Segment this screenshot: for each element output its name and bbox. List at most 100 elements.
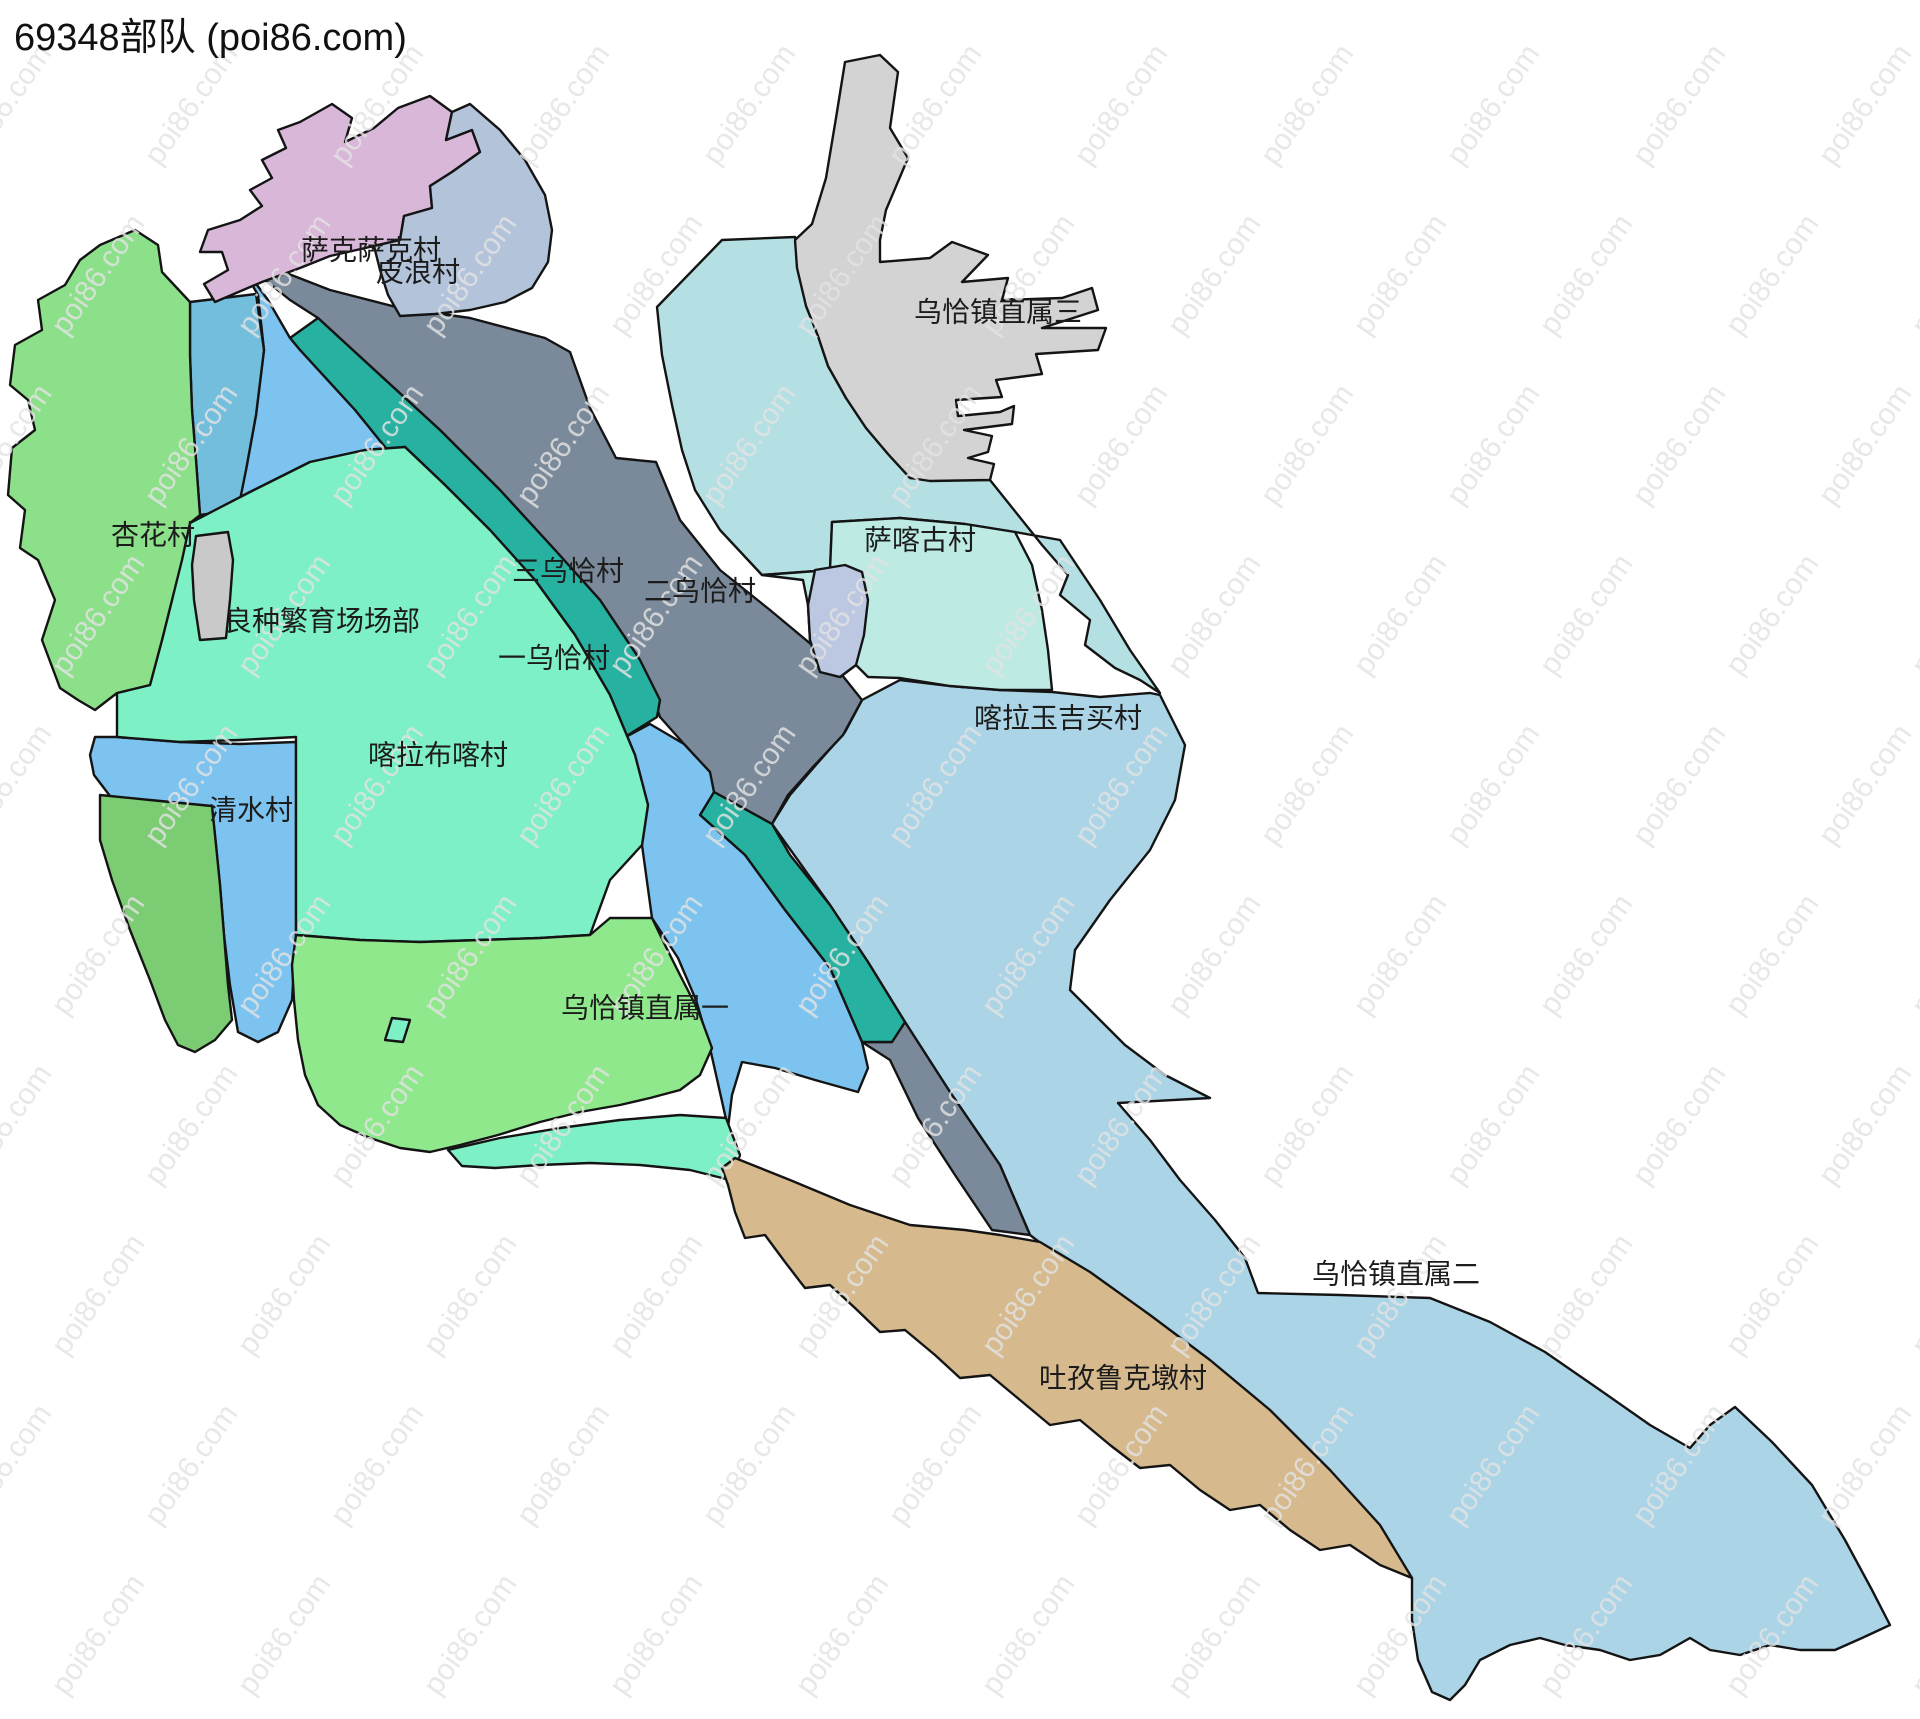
watermark-text: poi86.com bbox=[789, 1568, 895, 1700]
watermark-text: poi86.com bbox=[45, 1568, 151, 1700]
watermark-text: poi86.com bbox=[1254, 1058, 1360, 1190]
watermark-text: poi86.com bbox=[1719, 0, 1825, 1]
watermark-text: poi86.com bbox=[0, 1058, 58, 1190]
watermark-text: poi86.com bbox=[1812, 718, 1918, 850]
region-polygon-liangzhong-breeding-farm bbox=[190, 530, 235, 642]
watermark-text: poi86.com bbox=[1719, 888, 1825, 1020]
region-label-kalabuka-village: 喀拉布喀村 bbox=[368, 739, 508, 770]
watermark-text: poi86.com bbox=[1905, 1228, 1920, 1360]
watermark-text: poi86.com bbox=[696, 38, 802, 170]
watermark-text: poi86.com bbox=[1440, 718, 1546, 850]
watermark-text: poi86.com bbox=[1905, 548, 1920, 680]
watermark-text: poi86.com bbox=[1347, 888, 1453, 1020]
watermark-text: poi86.com bbox=[510, 38, 616, 170]
watermark-text: poi86.com bbox=[45, 888, 151, 1020]
watermark-text: poi86.com bbox=[975, 1568, 1081, 1700]
watermark-text: poi86.com bbox=[1626, 718, 1732, 850]
region-label-liangzhong-breeding-farm: 良种繁育场场部 bbox=[224, 605, 420, 636]
watermark-text: poi86.com bbox=[324, 1398, 430, 1530]
watermark-text: poi86.com bbox=[1161, 1568, 1267, 1700]
watermark-text: poi86.com bbox=[1068, 38, 1174, 170]
watermark-text: poi86.com bbox=[231, 1568, 337, 1700]
region-polygon-sakesake-village bbox=[198, 94, 482, 304]
watermark-text: poi86.com bbox=[1905, 888, 1920, 1020]
watermark-text: poi86.com bbox=[1719, 208, 1825, 340]
watermark-text: poi86.com bbox=[1812, 378, 1918, 510]
watermark-text: poi86.com bbox=[1812, 1058, 1918, 1190]
watermark-text: poi86.com bbox=[417, 0, 523, 1]
watermark-text: poi86.com bbox=[1161, 548, 1267, 680]
watermark-text: poi86.com bbox=[1812, 38, 1918, 170]
watermark-text: poi86.com bbox=[789, 0, 895, 1]
watermark-text: poi86.com bbox=[1533, 1228, 1639, 1360]
watermark-text: poi86.com bbox=[231, 0, 337, 1]
watermark-text: poi86.com bbox=[1440, 1058, 1546, 1190]
watermark-text: poi86.com bbox=[417, 1568, 523, 1700]
watermark-text: poi86.com bbox=[1533, 0, 1639, 1]
watermark-text: poi86.com bbox=[138, 1398, 244, 1530]
watermark-text: poi86.com bbox=[138, 1058, 244, 1190]
region-polygon-tuzilukedun-village bbox=[720, 1156, 1414, 1580]
watermark-text: poi86.com bbox=[1719, 1228, 1825, 1360]
watermark-text: poi86.com bbox=[1533, 888, 1639, 1020]
region-polygon-wuqiazhen-zhishusan bbox=[793, 53, 1108, 483]
watermark-text: poi86.com bbox=[603, 0, 709, 1]
watermark-text: poi86.com bbox=[1347, 208, 1453, 340]
watermark-text: poi86.com bbox=[696, 1398, 802, 1530]
region-label-yiwuqia-village: 一乌恰村 bbox=[498, 642, 610, 673]
region-polygon-xinghua-village bbox=[6, 228, 202, 712]
region-label-kalayujimai-village: 喀拉玉吉买村 bbox=[974, 702, 1142, 733]
watermark-text: poi86.com bbox=[1347, 0, 1453, 1]
watermark-text: poi86.com bbox=[1254, 38, 1360, 170]
watermark-text: poi86.com bbox=[0, 718, 58, 850]
region-polygon-wuqiazhen-zhishuyi bbox=[290, 916, 714, 1154]
watermark-text: poi86.com bbox=[45, 0, 151, 1]
watermark-text: poi86.com bbox=[1161, 888, 1267, 1020]
region-label-tuzilukedun-village: 吐孜鲁克墩村 bbox=[1039, 1362, 1207, 1393]
watermark-text: poi86.com bbox=[1626, 38, 1732, 170]
watermark-text: poi86.com bbox=[1440, 378, 1546, 510]
watermark-text: poi86.com bbox=[0, 1398, 58, 1530]
watermark-text: poi86.com bbox=[882, 38, 988, 170]
page-title: 69348部队 (poi86.com) bbox=[14, 17, 407, 59]
region-polygon-pilang-village bbox=[372, 102, 554, 318]
watermark-text: poi86.com bbox=[510, 1398, 616, 1530]
watermark-text: poi86.com bbox=[417, 1228, 523, 1360]
watermark-text: poi86.com bbox=[1905, 208, 1920, 340]
region-label-qingshui-village: 清水村 bbox=[209, 794, 293, 825]
region-polygon-mint-sliver bbox=[383, 1016, 412, 1044]
watermark-text: poi86.com bbox=[1440, 38, 1546, 170]
watermark-text: poi86.com bbox=[1068, 378, 1174, 510]
watermark-text: poi86.com bbox=[231, 1228, 337, 1360]
region-label-sakagu-village: 萨喀古村 bbox=[864, 524, 976, 555]
watermark-text: poi86.com bbox=[1254, 718, 1360, 850]
watermark-text: poi86.com bbox=[1905, 0, 1920, 1]
watermark-text: poi86.com bbox=[1161, 208, 1267, 340]
region-label-sanwuqia-village: 三乌恰村 bbox=[512, 555, 624, 586]
region-label-xinghua-village: 杏花村 bbox=[111, 519, 195, 550]
watermark-text: poi86.com bbox=[1254, 378, 1360, 510]
region-label-sakesake-village: 萨克萨克村 bbox=[301, 234, 441, 265]
region-polygon-dark-green-patch bbox=[98, 793, 234, 1054]
watermark-text: poi86.com bbox=[1812, 1398, 1918, 1530]
region-layer bbox=[6, 53, 1892, 1702]
region-label-wuqiazhen-zhishuer: 乌恰镇直属二 bbox=[1312, 1258, 1480, 1289]
watermark-text: poi86.com bbox=[45, 1228, 151, 1360]
watermark-text: poi86.com bbox=[603, 1228, 709, 1360]
watermark-text: poi86.com bbox=[1905, 1568, 1920, 1700]
watermark-text: poi86.com bbox=[975, 0, 1081, 1]
watermark-text: poi86.com bbox=[1719, 548, 1825, 680]
region-label-wuqiazhen-zhishusan: 乌恰镇直属三 bbox=[914, 296, 1082, 327]
watermark-text: poi86.com bbox=[603, 1568, 709, 1700]
watermark-text: poi86.com bbox=[1533, 208, 1639, 340]
region-label-wuqiazhen-zhishuyi: 乌恰镇直属一 bbox=[561, 992, 729, 1023]
watermark-text: poi86.com bbox=[1626, 1058, 1732, 1190]
watermark-text: poi86.com bbox=[1347, 548, 1453, 680]
region-polygon-periwinkle-sliver bbox=[806, 563, 870, 679]
watermark-text: poi86.com bbox=[882, 1398, 988, 1530]
watermark-text: poi86.com bbox=[1626, 378, 1732, 510]
watermark-text: poi86.com bbox=[1161, 0, 1267, 1]
